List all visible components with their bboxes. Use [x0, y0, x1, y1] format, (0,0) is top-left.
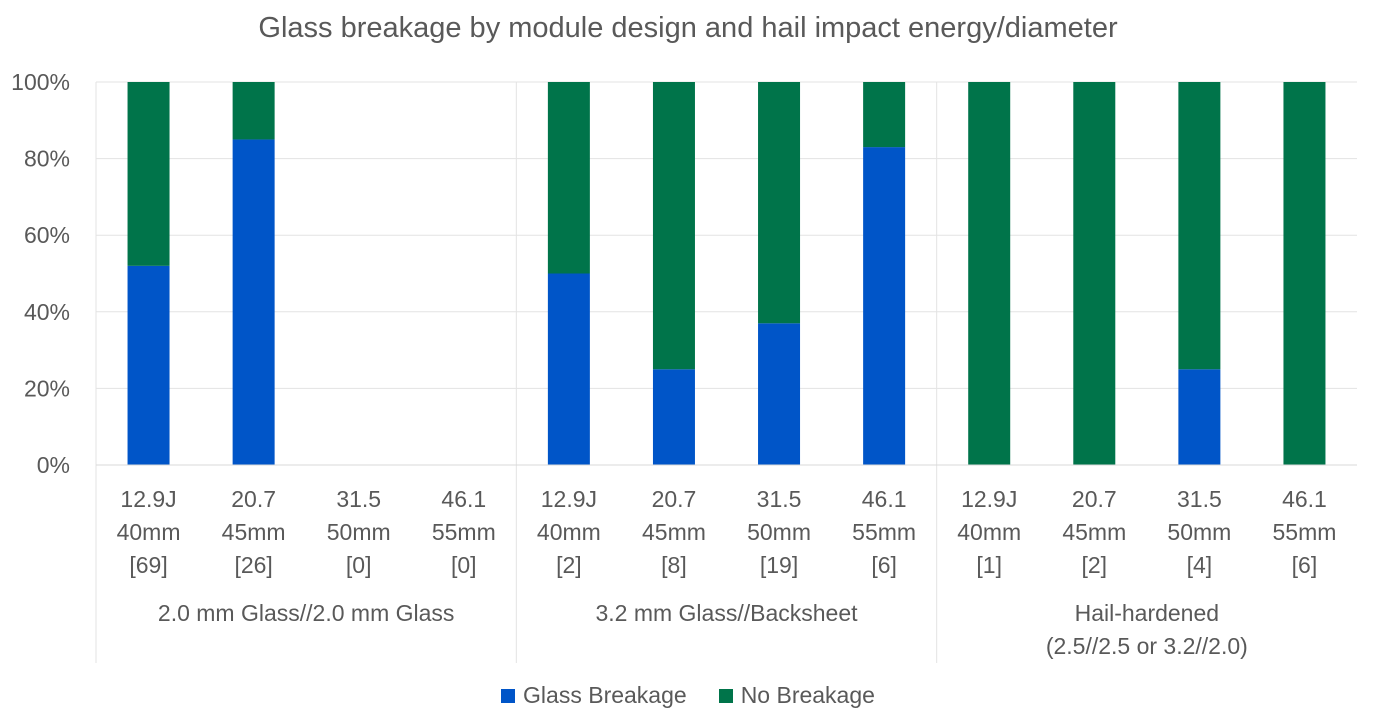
legend-swatch-no-breakage	[718, 688, 733, 703]
group-label: (2.5//2.5 or 3.2//2.0)	[1046, 633, 1248, 659]
legend-label-no-breakage: No Breakage	[740, 682, 875, 708]
x-tick-label: [0]	[451, 552, 477, 578]
x-tick-label: 46.1	[441, 486, 486, 512]
x-tick-label: 12.9J	[961, 486, 1017, 512]
x-tick-label: 46.1	[862, 486, 907, 512]
x-tick-label: 40mm	[117, 519, 181, 545]
x-tick-label: [69]	[129, 552, 167, 578]
bar-glass-breakage	[232, 139, 275, 465]
group-label: 3.2 mm Glass//Backsheet	[595, 600, 858, 626]
y-tick-label: 100%	[11, 69, 70, 95]
bar-no-breakage	[863, 82, 906, 148]
bar-no-breakage	[1178, 82, 1221, 370]
x-tick-label: [4]	[1187, 552, 1213, 578]
y-tick-label: 40%	[24, 299, 70, 325]
x-tick-label: 31.5	[757, 486, 802, 512]
bar-no-breakage	[1073, 82, 1116, 465]
chart-title: Glass breakage by module design and hail…	[258, 12, 1118, 44]
x-tick-label: 45mm	[642, 519, 706, 545]
x-tick-label: [2]	[556, 552, 582, 578]
x-tick-label: 12.9J	[120, 486, 176, 512]
x-tick-label: 20.7	[652, 486, 697, 512]
bar-glass-breakage	[758, 323, 801, 465]
x-tick-label: [26]	[234, 552, 272, 578]
bar-no-breakage	[968, 82, 1011, 465]
x-tick-label: 45mm	[222, 519, 286, 545]
x-tick-label: 45mm	[1062, 519, 1126, 545]
legend-label-glass-breakage: Glass Breakage	[523, 682, 687, 708]
x-tick-label: 20.7	[1072, 486, 1117, 512]
x-tick-label: 50mm	[1167, 519, 1231, 545]
x-tick-label: 55mm	[852, 519, 916, 545]
bar-glass-breakage	[863, 147, 906, 466]
bar-no-breakage	[1283, 82, 1326, 465]
x-tick-label: 31.5	[336, 486, 381, 512]
bar-glass-breakage	[127, 265, 170, 465]
bar-no-breakage	[232, 82, 275, 140]
x-tick-label: [8]	[661, 552, 687, 578]
legend: Glass Breakage No Breakage	[0, 682, 1376, 709]
x-tick-label: [1]	[976, 552, 1002, 578]
group-label: 2.0 mm Glass//2.0 mm Glass	[158, 600, 455, 626]
x-tick-label: 55mm	[432, 519, 496, 545]
legend-item-glass-breakage: Glass Breakage	[501, 682, 687, 709]
y-tick-label: 20%	[24, 375, 70, 401]
x-tick-label: [6]	[1292, 552, 1318, 578]
x-tick-label: 46.1	[1282, 486, 1327, 512]
x-tick-label: 55mm	[1273, 519, 1337, 545]
bar-no-breakage	[547, 82, 590, 274]
x-tick-label: 40mm	[957, 519, 1021, 545]
x-tick-label: [19]	[760, 552, 798, 578]
bar-no-breakage	[127, 82, 170, 266]
x-tick-label: 50mm	[747, 519, 811, 545]
x-tick-label: [6]	[871, 552, 897, 578]
y-tick-label: 60%	[24, 222, 70, 248]
bar-glass-breakage	[547, 273, 590, 465]
x-tick-label: 50mm	[327, 519, 391, 545]
bar-no-breakage	[758, 82, 801, 324]
x-tick-label: 12.9J	[541, 486, 597, 512]
legend-swatch-glass-breakage	[501, 688, 516, 703]
bar-glass-breakage	[652, 369, 695, 465]
x-tick-label: [2]	[1082, 552, 1108, 578]
bar-no-breakage	[652, 82, 695, 370]
y-tick-label: 80%	[24, 146, 70, 172]
y-tick-label: 0%	[37, 452, 70, 478]
group-label: Hail-hardened	[1075, 600, 1219, 626]
x-tick-label: 31.5	[1177, 486, 1222, 512]
x-tick-label: [0]	[346, 552, 372, 578]
x-tick-label: 20.7	[231, 486, 276, 512]
x-tick-label: 40mm	[537, 519, 601, 545]
bar-glass-breakage	[1178, 369, 1221, 465]
legend-item-no-breakage: No Breakage	[718, 682, 875, 709]
